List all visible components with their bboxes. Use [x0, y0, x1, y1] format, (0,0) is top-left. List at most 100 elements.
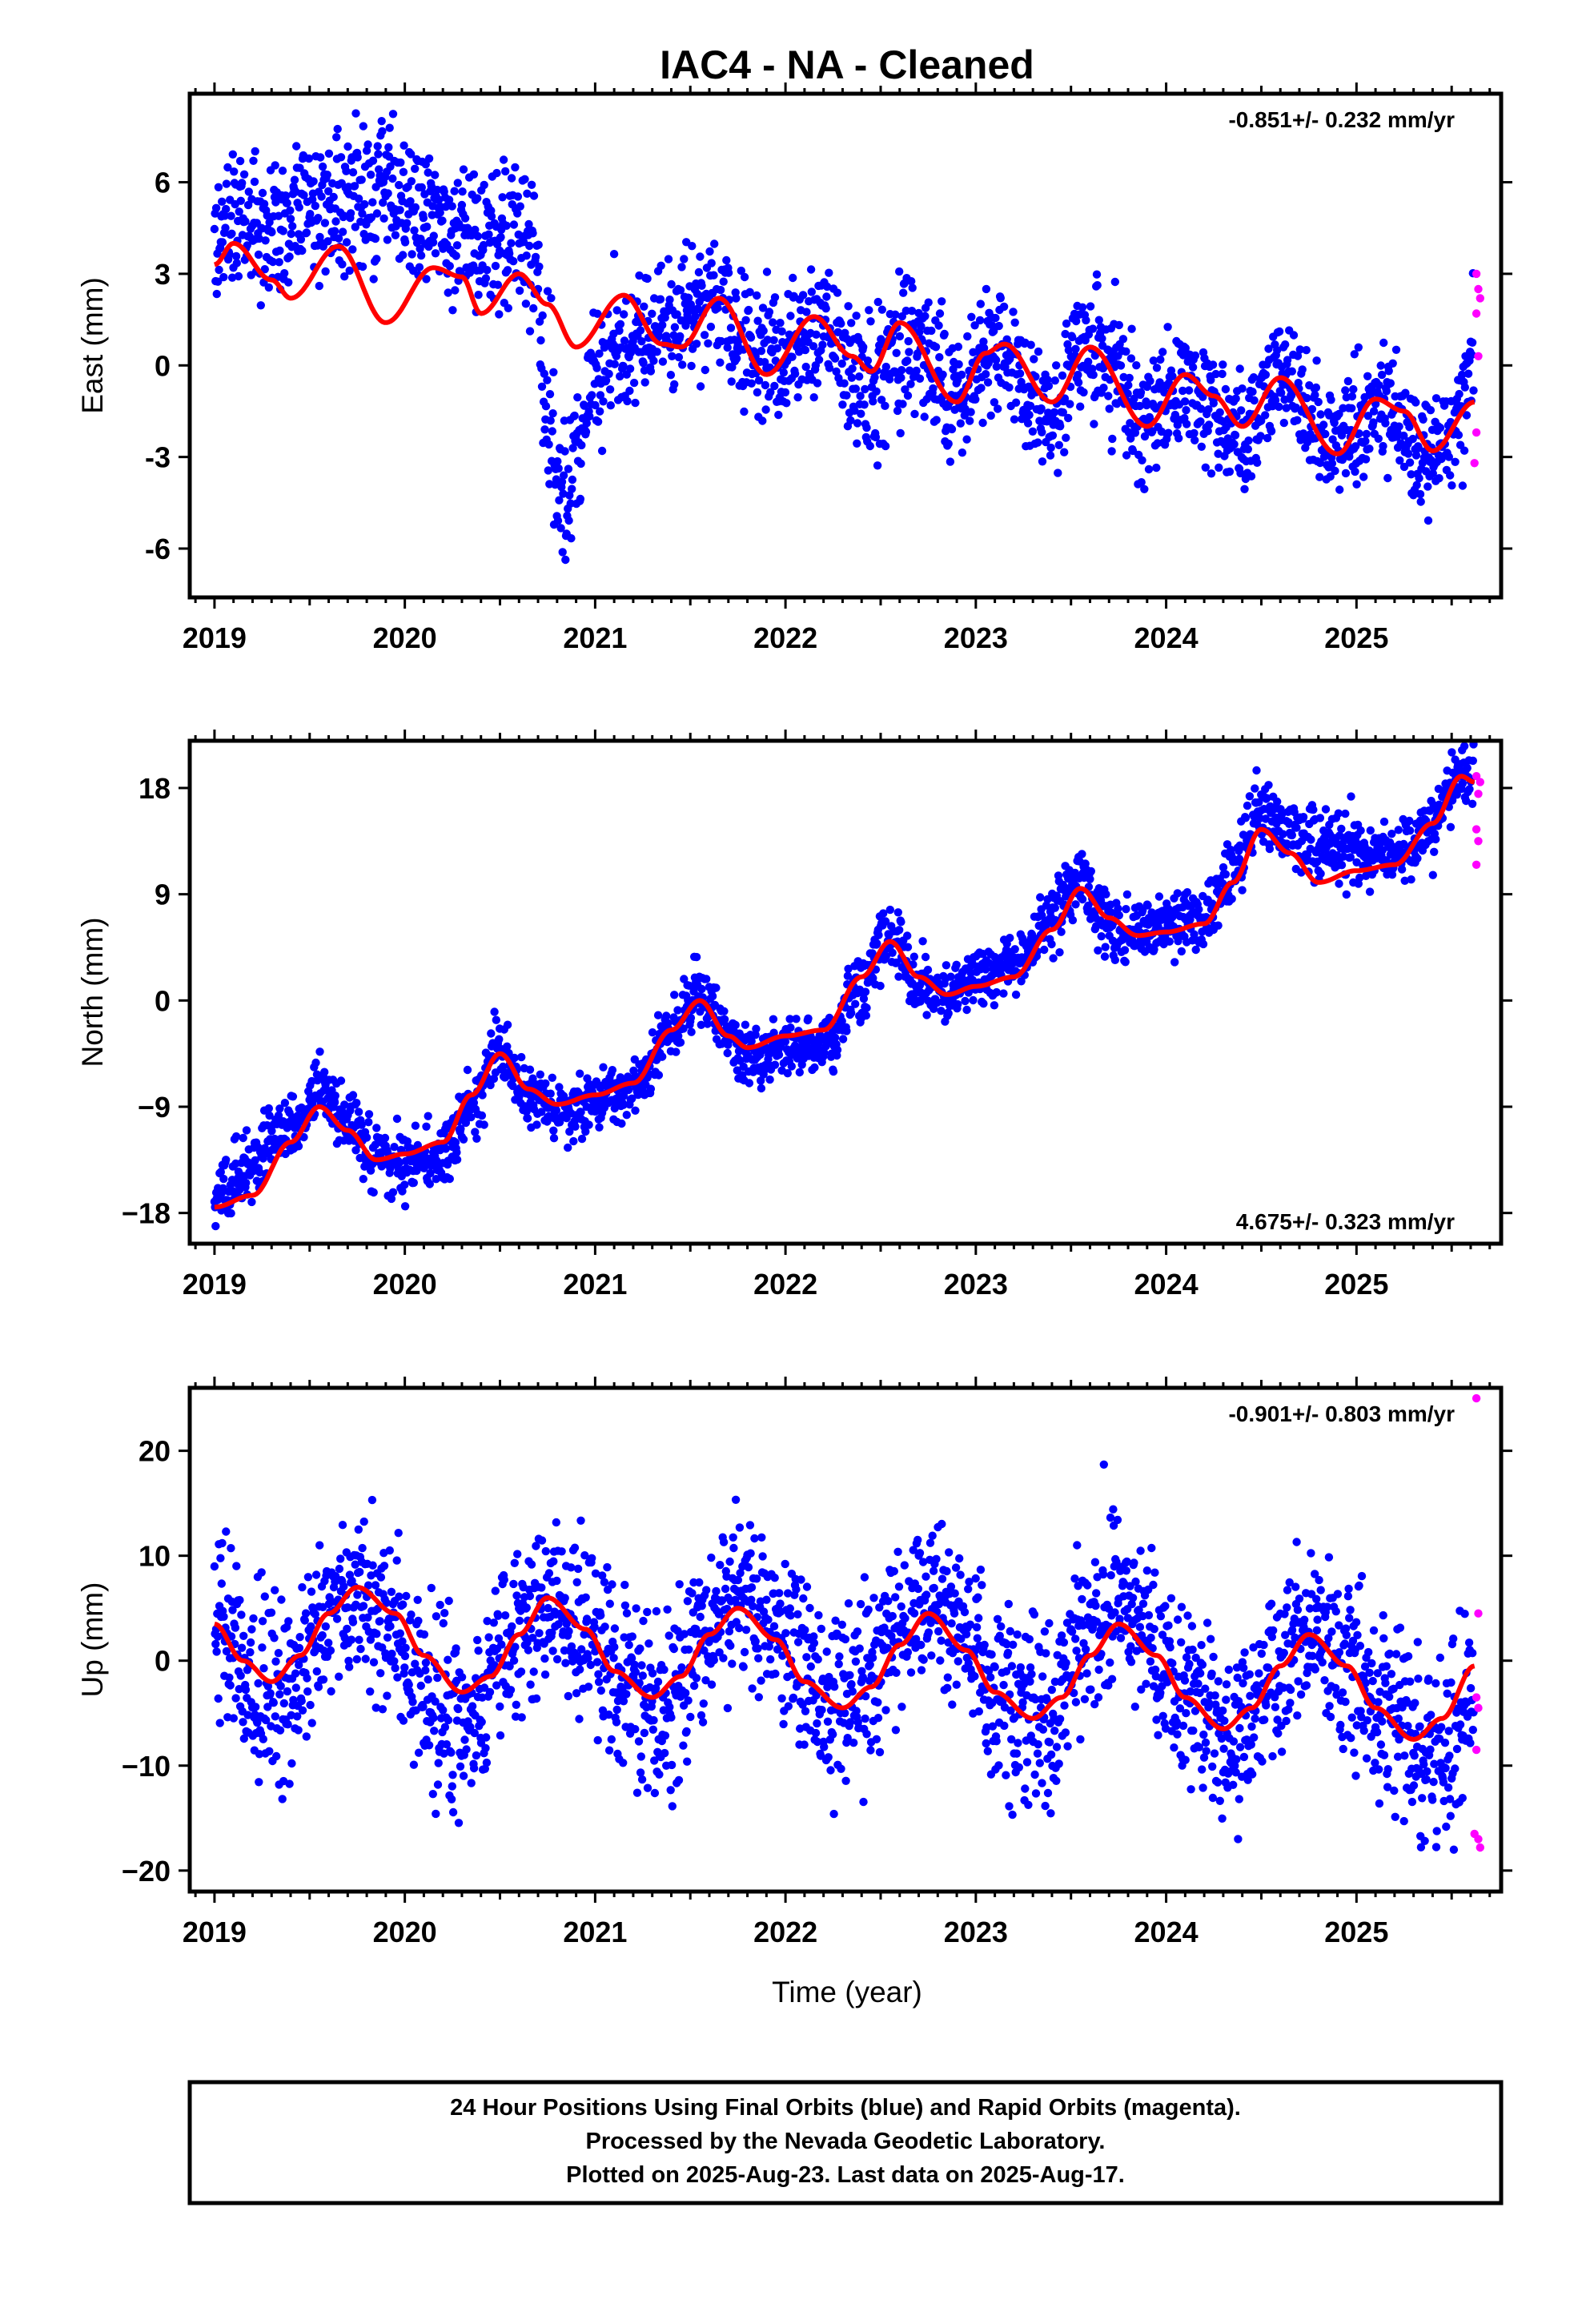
data-point: [1225, 467, 1235, 476]
data-point: [1327, 459, 1337, 468]
data-point: [540, 425, 549, 434]
data-point: [493, 239, 502, 249]
data-point: [407, 150, 416, 159]
data-point: [258, 1643, 267, 1652]
data-point: [259, 1664, 268, 1673]
data-point: [860, 400, 869, 409]
data-point: [809, 342, 818, 351]
data-point: [1090, 351, 1100, 360]
data-point: [954, 360, 963, 369]
data-point: [1110, 955, 1120, 965]
data-point: [944, 439, 953, 448]
data-point: [931, 343, 941, 352]
data-point: [723, 343, 732, 352]
data-point: [1025, 410, 1034, 420]
data-point: [636, 326, 645, 335]
data-point: [1395, 422, 1403, 431]
data-point: [788, 352, 797, 361]
data-point: [332, 133, 341, 142]
data-point: [548, 409, 557, 418]
x-tick-label: 2022: [753, 1268, 817, 1301]
data-point: [773, 344, 782, 353]
data-point: [529, 191, 539, 200]
data-point: [228, 150, 237, 159]
data-point: [757, 347, 766, 356]
data-point: [317, 192, 326, 201]
x-tick-label: 2023: [944, 1268, 1008, 1301]
data-point: [448, 306, 457, 315]
data-point: [235, 156, 245, 166]
data-point: [547, 294, 556, 303]
data-point: [314, 214, 323, 223]
data-point: [516, 202, 524, 211]
data-point: [525, 1065, 535, 1074]
data-point: [952, 960, 961, 970]
data-point: [321, 267, 330, 276]
data-point: [218, 197, 227, 206]
data-point: [509, 257, 518, 266]
data-point: [1093, 281, 1102, 290]
data-point: [576, 459, 585, 468]
data-point: [487, 212, 496, 221]
data-point: [284, 278, 293, 287]
data-point: [377, 117, 386, 126]
data-point: [584, 1120, 593, 1129]
data-point: [258, 1617, 267, 1626]
data-point: [1110, 277, 1120, 287]
data-point: [218, 238, 227, 247]
data-point: [329, 192, 338, 202]
data-point: [1316, 869, 1325, 879]
data-point: [212, 289, 221, 299]
data-point: [244, 187, 253, 196]
data-point: [1030, 355, 1038, 364]
data-point: [237, 1610, 246, 1619]
data-point: [541, 402, 551, 411]
data-point: [1094, 316, 1104, 324]
data-point: [629, 378, 639, 388]
data-point: [616, 372, 624, 381]
y-tick-label: −18: [122, 1197, 171, 1230]
data-point: [287, 229, 295, 239]
data-point: [444, 195, 454, 204]
data-point: [1061, 329, 1070, 339]
data-point: [348, 245, 357, 254]
data-point: [260, 1592, 269, 1601]
data-point: [369, 275, 378, 283]
data-point: [481, 274, 491, 283]
data-point: [687, 1027, 696, 1036]
data-point: [921, 952, 930, 962]
y-tick-label: 6: [155, 167, 171, 199]
data-point: [400, 1202, 410, 1211]
data-point: [704, 339, 713, 348]
data-point: [536, 336, 545, 345]
data-point: [295, 1643, 304, 1653]
data-point: [625, 386, 634, 396]
data-point: [269, 1699, 278, 1707]
data-point: [558, 548, 567, 557]
data-point: [311, 201, 319, 211]
data-point: [567, 534, 576, 543]
data-point: [283, 199, 291, 207]
data-point: [595, 349, 604, 358]
data-point: [453, 179, 462, 187]
data-point: [1458, 481, 1468, 490]
data-point: [491, 261, 500, 271]
data-point: [268, 257, 278, 267]
data-point: [1005, 383, 1014, 392]
data-point: [543, 287, 552, 296]
data-point: [956, 419, 966, 428]
data-point: [417, 183, 426, 192]
data-point: [250, 177, 259, 187]
data-point: [1215, 408, 1224, 417]
data-point: [740, 272, 749, 282]
data-point: [227, 1208, 235, 1218]
data-point: [411, 164, 420, 173]
data-point: [1250, 396, 1259, 405]
data-point: [1379, 441, 1387, 451]
data-point: [938, 297, 946, 306]
data-point: [1142, 400, 1151, 410]
data-point: [873, 297, 883, 307]
data-point: [424, 168, 432, 177]
data-point: [830, 354, 840, 363]
